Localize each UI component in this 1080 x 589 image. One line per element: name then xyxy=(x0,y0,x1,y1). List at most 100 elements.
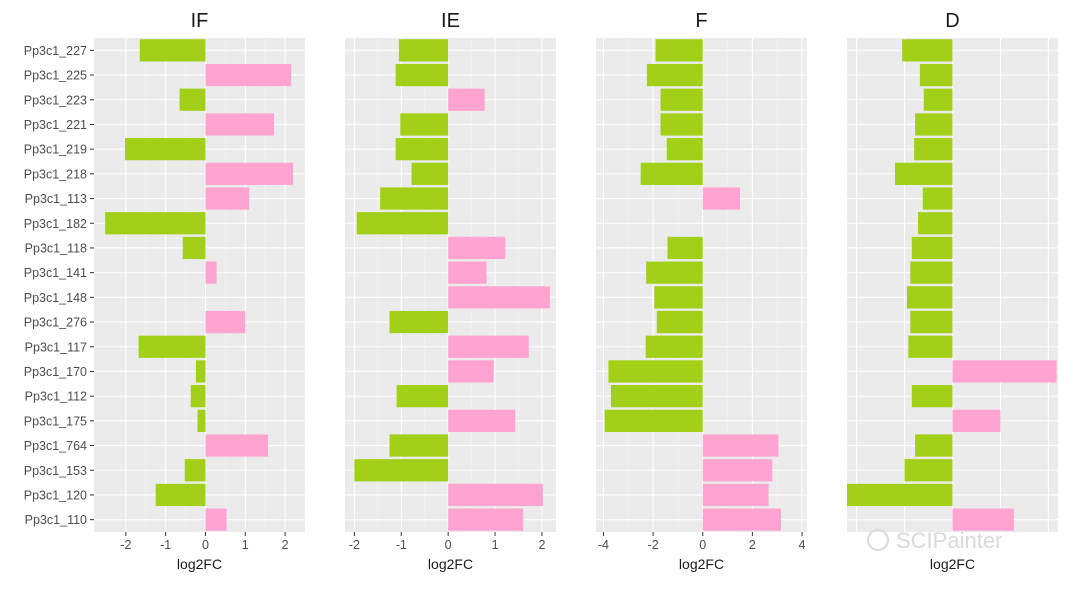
bar-pp3c1-113 xyxy=(702,187,740,210)
panel-background xyxy=(345,38,556,532)
bar-pp3c1-153 xyxy=(354,459,449,482)
panel-background xyxy=(596,38,807,532)
bar-pp3c1-112 xyxy=(911,385,953,408)
x-tick-label: 1 xyxy=(492,538,499,552)
bar-pp3c1-170 xyxy=(608,360,703,383)
x-tick-label: 2 xyxy=(282,538,289,552)
bar-pp3c1-221 xyxy=(400,113,449,136)
bar-pp3c1-141 xyxy=(910,261,953,284)
y-tick-label: Pp3c1_112 xyxy=(25,390,87,404)
bar-pp3c1-227 xyxy=(139,39,206,62)
x-tick-label: -1 xyxy=(396,538,407,552)
bar-pp3c1-227 xyxy=(655,39,703,62)
wechat-icon xyxy=(867,529,889,551)
bar-pp3c1-182 xyxy=(105,212,206,235)
bar-pp3c1-118 xyxy=(448,236,506,260)
x-tick-label: -1 xyxy=(160,538,171,552)
bar-pp3c1-113 xyxy=(922,187,953,210)
bar-pp3c1-764 xyxy=(205,434,268,457)
bar-pp3c1-113 xyxy=(205,187,250,210)
bar-pp3c1-219 xyxy=(914,138,953,161)
watermark: SCIPainter xyxy=(867,528,1002,553)
y-tick-label: Pp3c1_148 xyxy=(24,291,87,305)
y-tick-label: Pp3c1_110 xyxy=(25,513,87,527)
bar-pp3c1-112 xyxy=(396,385,449,408)
x-tick-label: 1 xyxy=(242,538,249,552)
bar-pp3c1-117 xyxy=(138,335,206,358)
y-axis-labels: Pp3c1_227 Pp3c1_225 Pp3c1_223 Pp3c1_221 Pp3c… xyxy=(24,44,94,527)
bar-pp3c1-175 xyxy=(197,409,206,432)
y-tick-label: Pp3c1_120 xyxy=(24,488,87,502)
bar-pp3c1-764 xyxy=(702,434,779,457)
bar-pp3c1-223 xyxy=(179,88,206,111)
bar-pp3c1-175 xyxy=(952,409,1001,432)
y-tick-label: Pp3c1_113 xyxy=(25,192,87,206)
x-tick-label: 0 xyxy=(699,538,706,552)
bar-pp3c1-225 xyxy=(395,63,449,87)
bar-pp3c1-141 xyxy=(205,261,217,284)
x-axis-title: log2FC xyxy=(930,556,975,572)
bar-pp3c1-120 xyxy=(702,483,769,507)
bar-pp3c1-148 xyxy=(906,286,953,309)
panel-if: IF -2 -1 0 1 2 log2FC xyxy=(94,10,305,572)
y-tick-label: Pp3c1_227 xyxy=(24,44,87,58)
bar-pp3c1-118 xyxy=(911,236,953,260)
y-tick-label: Pp3c1_221 xyxy=(24,118,87,132)
bar-pp3c1-223 xyxy=(923,88,953,111)
y-tick-label: Pp3c1_117 xyxy=(25,340,87,354)
y-tick-label: Pp3c1_118 xyxy=(25,241,87,255)
x-axis-title: log2FC xyxy=(428,556,473,572)
bar-pp3c1-218 xyxy=(894,162,953,185)
bar-pp3c1-141 xyxy=(646,261,703,284)
bar-pp3c1-148 xyxy=(654,286,703,309)
panel-title: F xyxy=(695,10,707,32)
panel-title: IE xyxy=(441,10,460,32)
bar-pp3c1-219 xyxy=(666,138,703,161)
bar-pp3c1-118 xyxy=(667,236,703,260)
y-tick-label: Pp3c1_141 xyxy=(24,266,87,280)
bar-pp3c1-218 xyxy=(640,162,703,185)
bar-pp3c1-221 xyxy=(660,113,703,136)
bar-pp3c1-276 xyxy=(389,310,449,334)
bar-pp3c1-218 xyxy=(411,162,449,185)
bar-pp3c1-227 xyxy=(398,39,449,62)
y-tick-label: Pp3c1_153 xyxy=(24,464,87,478)
bar-pp3c1-182 xyxy=(356,212,449,235)
panel-title: D xyxy=(945,10,959,32)
bar-pp3c1-764 xyxy=(915,434,953,457)
bar-pp3c1-170 xyxy=(195,360,206,383)
watermark-text: SCIPainter xyxy=(896,528,1002,553)
x-tick-label: 4 xyxy=(799,538,806,552)
bar-pp3c1-110 xyxy=(702,508,781,531)
bar-pp3c1-225 xyxy=(646,63,703,87)
bar-pp3c1-117 xyxy=(645,335,703,358)
bar-pp3c1-219 xyxy=(395,138,449,161)
bar-pp3c1-117 xyxy=(908,335,953,358)
bar-pp3c1-225 xyxy=(205,63,292,87)
bar-pp3c1-221 xyxy=(915,113,953,136)
bar-pp3c1-227 xyxy=(902,39,953,62)
bar-pp3c1-219 xyxy=(125,138,206,161)
bar-pp3c1-120 xyxy=(448,483,543,507)
x-tick-label: -2 xyxy=(120,538,131,552)
bar-pp3c1-110 xyxy=(205,508,227,531)
y-tick-label: Pp3c1_175 xyxy=(24,414,87,428)
x-tick-label: -4 xyxy=(598,538,609,552)
bar-pp3c1-117 xyxy=(448,335,529,358)
y-tick-label: Pp3c1_218 xyxy=(24,167,87,181)
x-tick-label: 2 xyxy=(749,538,756,552)
x-tick-label: 0 xyxy=(445,538,452,552)
bar-pp3c1-175 xyxy=(448,409,516,432)
bar-pp3c1-112 xyxy=(610,385,703,408)
y-tick-label: Pp3c1_225 xyxy=(24,69,87,83)
bar-pp3c1-764 xyxy=(389,434,449,457)
y-tick-label: Pp3c1_170 xyxy=(24,365,87,379)
x-tick-label: -2 xyxy=(648,538,659,552)
bar-pp3c1-110 xyxy=(448,508,524,531)
x-tick-label: 2 xyxy=(538,538,545,552)
bar-pp3c1-118 xyxy=(182,236,206,260)
x-axis-title: log2FC xyxy=(679,556,724,572)
bar-pp3c1-225 xyxy=(919,63,953,87)
